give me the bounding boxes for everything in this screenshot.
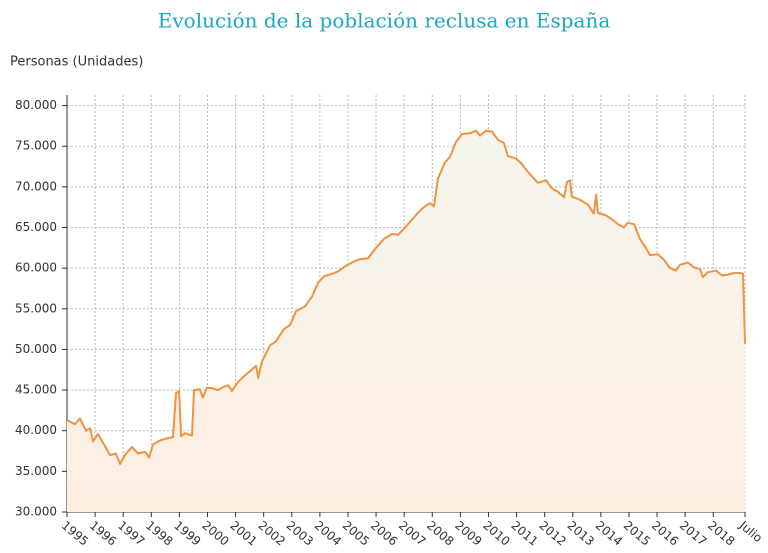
y-tick-label: 50.000 [15,342,57,356]
x-tick-label: 2012 [536,518,568,548]
area [67,130,745,513]
x-tick-label: 1999 [171,518,203,548]
x-tick-label: Julio [736,518,765,546]
x-tick-label: 2003 [284,518,316,548]
x-tick-label: 2015 [621,518,653,548]
y-tick-label: 40.000 [15,423,57,437]
y-tick-label: 65.000 [15,220,57,234]
y-tick-label: 35.000 [15,464,57,478]
x-tick-label: 2016 [649,518,681,548]
chart-title: Evolución de la población reclusa en Esp… [158,9,611,33]
x-tick-label: 2009 [452,518,484,548]
y-tick-label: 55.000 [15,301,57,315]
y-tick-label: 70.000 [15,179,57,193]
x-tick-label: 2006 [368,518,400,548]
x-tick-label: 1995 [59,518,91,548]
x-tick-label: 1998 [143,518,175,548]
x-tick-label: 2004 [312,518,344,548]
y-axis-label: Personas (Unidades) [10,55,143,70]
x-tick-label: 2014 [593,518,625,548]
x-tick-label: 2008 [424,518,456,548]
x-tick-label: 2017 [677,518,709,548]
y-tick-label: 80.000 [15,98,57,112]
x-tick-label: 2007 [396,518,428,548]
x-tick-label: 2000 [199,518,231,548]
x-tick-label: 2002 [256,518,288,548]
x-tick-label: 1997 [115,518,147,548]
x-tick-label: 2018 [705,518,737,548]
y-tick-label: 30.000 [15,505,57,519]
y-tick-label: 75.000 [15,139,57,153]
line [66,129,746,465]
x-tick-label: 2010 [480,518,512,548]
x-tick-label: 2013 [565,518,597,548]
x-tick-label: 1996 [87,518,119,548]
x-tick-label: 2011 [508,518,540,548]
x-tick-label: 2001 [227,518,259,548]
y-tick-label: 60.000 [15,261,57,275]
x-tick-label: 2005 [340,518,372,548]
y-tick-label: 45.000 [15,383,57,397]
